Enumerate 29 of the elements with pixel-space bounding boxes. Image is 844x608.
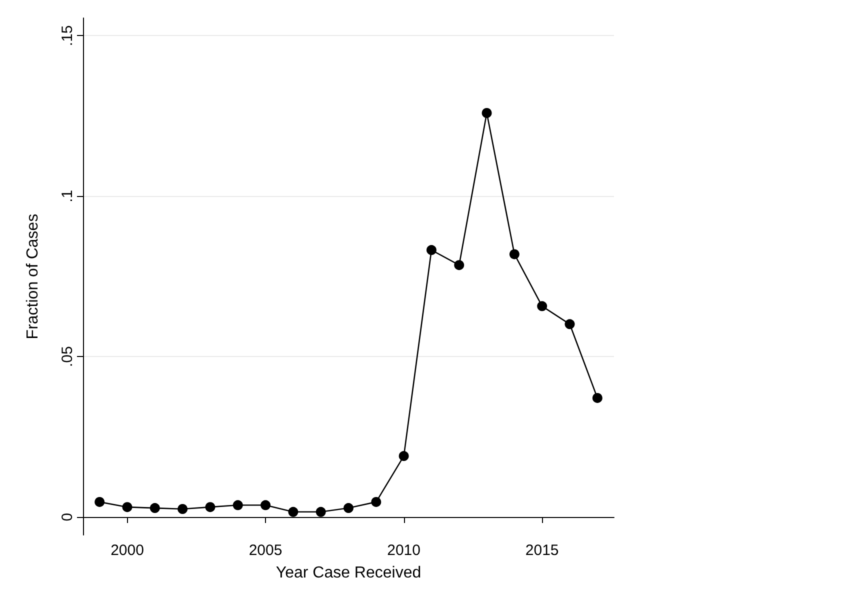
point xyxy=(371,496,382,507)
point xyxy=(509,249,520,260)
point xyxy=(426,245,436,256)
point xyxy=(398,451,409,462)
x-axis-title: Year Case Received xyxy=(276,564,422,582)
point xyxy=(150,503,160,514)
point xyxy=(122,502,132,512)
x-tick-label: 2000 xyxy=(110,542,144,559)
point xyxy=(316,506,326,517)
point xyxy=(592,392,602,403)
y-tick-label: 0 xyxy=(59,512,76,522)
point xyxy=(344,503,354,514)
y-tick-label: .15 xyxy=(59,25,76,46)
point xyxy=(564,319,575,330)
point xyxy=(232,500,243,510)
x-tick-label: 2005 xyxy=(248,542,282,559)
point xyxy=(482,108,492,118)
point xyxy=(537,301,548,312)
x-tick-label: 2015 xyxy=(525,542,559,559)
point xyxy=(94,496,105,507)
point xyxy=(260,500,271,510)
x-tick-label: 2010 xyxy=(387,542,420,559)
y-axis-title: Fraction of Cases xyxy=(24,214,42,340)
point xyxy=(178,504,188,514)
point xyxy=(454,260,464,270)
point xyxy=(288,506,298,517)
point xyxy=(205,502,216,512)
y-tick-label: .1 xyxy=(59,190,76,202)
y-tick-label: .05 xyxy=(59,346,76,367)
